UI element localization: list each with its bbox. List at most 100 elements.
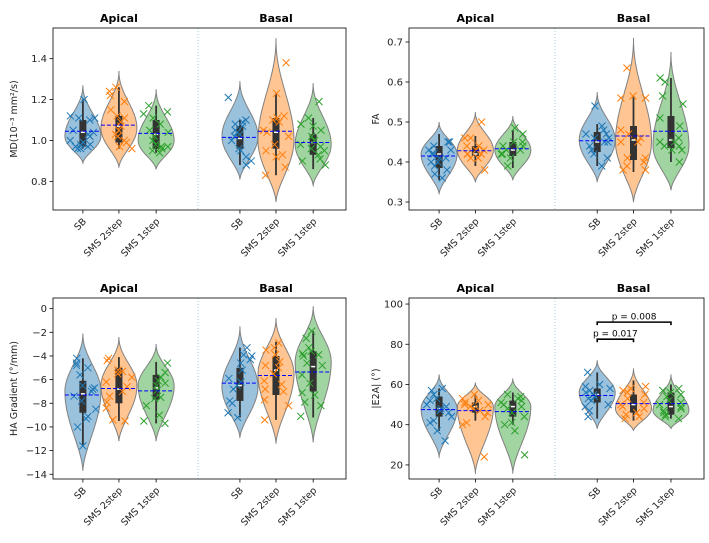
data-point — [623, 154, 632, 162]
axes-frame — [408, 297, 705, 480]
data-point — [591, 102, 599, 110]
data-point — [429, 390, 438, 399]
data-point — [655, 400, 664, 409]
axes-frame — [408, 27, 705, 211]
data-point — [474, 154, 482, 162]
data-point — [269, 369, 278, 378]
data-point — [270, 140, 279, 149]
data-point — [674, 134, 683, 142]
data-point — [157, 373, 165, 382]
data-point — [79, 138, 88, 147]
data-point — [69, 126, 78, 135]
data-point — [272, 89, 281, 98]
data-point — [113, 132, 122, 141]
data-point — [589, 390, 598, 399]
data-point — [677, 402, 685, 411]
data-point — [302, 334, 311, 343]
data-point — [602, 130, 611, 138]
data-point — [268, 116, 277, 124]
data-point — [507, 418, 516, 427]
y-tick-label: −12 — [26, 446, 47, 457]
data-point — [307, 132, 316, 141]
data-point — [262, 346, 270, 354]
data-point — [142, 401, 151, 410]
x-tick-label: SB — [72, 216, 89, 233]
data-point — [598, 122, 606, 130]
data-point — [76, 371, 84, 379]
y-axis-label: FA — [371, 113, 382, 125]
data-point — [589, 150, 598, 158]
violin-sms-2step — [456, 382, 494, 475]
iqr-box — [309, 134, 317, 155]
data-point — [619, 166, 627, 174]
data-point — [431, 170, 439, 178]
data-point — [616, 126, 625, 134]
data-point — [145, 126, 154, 135]
iqr-box — [309, 351, 317, 392]
data-point — [298, 388, 306, 397]
data-point — [121, 417, 129, 425]
data-point — [634, 138, 642, 146]
data-point — [595, 380, 604, 389]
y-tick-label: −2 — [32, 328, 47, 339]
data-point — [433, 426, 442, 435]
data-point — [163, 107, 172, 116]
group-title: Basal — [617, 12, 651, 25]
data-point — [140, 417, 148, 425]
data-point — [113, 112, 122, 120]
data-point — [72, 359, 81, 367]
subplot-3: Apical Basal −14 −12 −10 −8 −6 −4 −2 0 HA Gradient… — [9, 282, 347, 528]
data-point — [429, 142, 438, 150]
data-point — [430, 162, 439, 170]
data-point — [604, 138, 612, 146]
data-point — [617, 138, 625, 146]
data-point — [103, 356, 112, 365]
data-point — [442, 402, 451, 411]
data-point — [164, 128, 173, 137]
data-point — [317, 401, 325, 410]
data-point — [83, 363, 92, 372]
x-tick-label: SMS 1step — [634, 485, 677, 528]
data-point — [678, 146, 686, 154]
x-tick-label: SMS 2step — [239, 216, 282, 259]
data-point — [85, 116, 94, 124]
data-point — [224, 93, 233, 102]
data-point — [299, 352, 308, 360]
data-point — [679, 100, 687, 108]
y-tick-label: −14 — [26, 470, 47, 481]
data-point — [115, 142, 124, 151]
x-tick-label: SB — [429, 485, 446, 502]
data-point — [463, 142, 471, 150]
data-point — [641, 166, 650, 174]
data-point — [661, 412, 670, 421]
data-point — [658, 92, 667, 100]
data-point — [233, 413, 242, 422]
y-tick-label: −6 — [32, 375, 47, 386]
data-point — [224, 374, 233, 383]
data-point — [641, 382, 650, 391]
data-point — [444, 138, 452, 146]
data-point — [497, 150, 506, 158]
data-point — [477, 150, 486, 158]
data-point — [74, 114, 83, 122]
data-point — [677, 390, 685, 399]
data-point — [503, 162, 512, 170]
data-point — [426, 418, 434, 427]
y-tick-label: 60 — [390, 380, 403, 391]
data-point — [321, 161, 330, 169]
data-point — [661, 410, 670, 419]
data-point — [161, 379, 169, 388]
x-tick-label: SMS 1step — [119, 216, 162, 259]
data-point — [585, 406, 594, 415]
data-point — [640, 158, 648, 166]
data-point — [106, 91, 115, 100]
data-point — [259, 126, 268, 135]
data-point — [242, 116, 250, 124]
data-point — [156, 120, 165, 128]
data-point — [297, 120, 305, 128]
data-point — [432, 394, 441, 403]
x-tick-label: SMS 2step — [82, 485, 125, 528]
data-point — [674, 414, 683, 423]
